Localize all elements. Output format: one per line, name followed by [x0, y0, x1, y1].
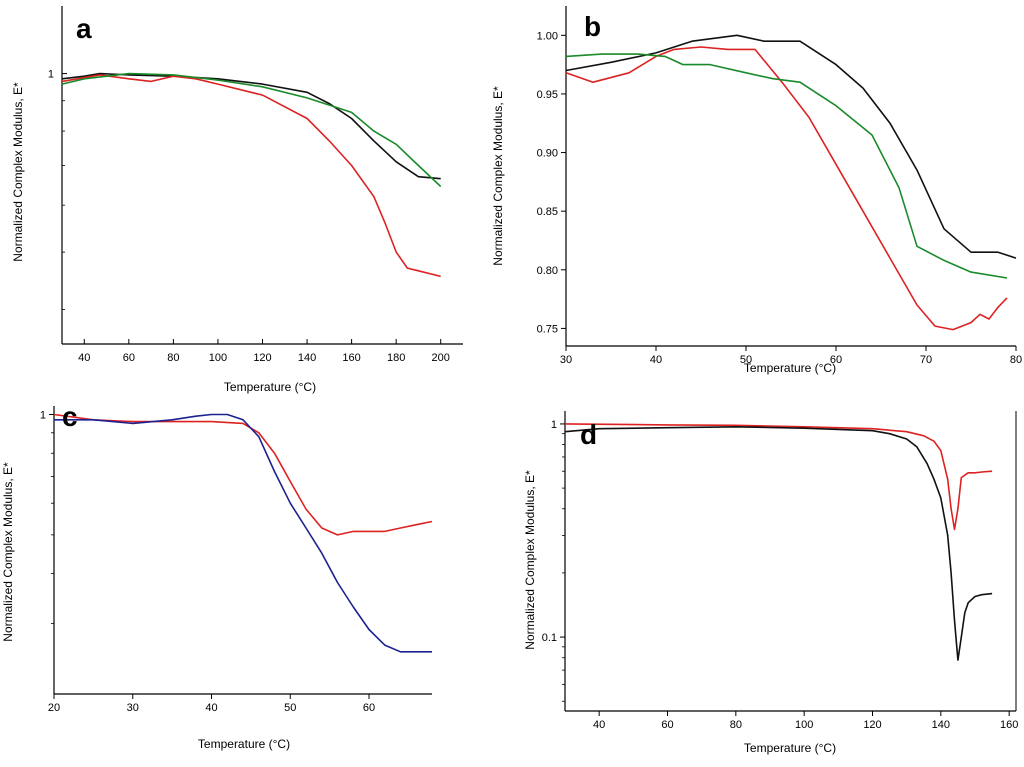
series-line-red	[53, 413, 433, 536]
x-tick-label: 100	[209, 352, 227, 364]
series-line-green	[565, 53, 1008, 279]
x-tick-label: 100	[795, 719, 813, 731]
x-tick-label: 40	[78, 352, 90, 364]
y-axis-label: Normalized Complex Modulus, E*	[491, 86, 505, 266]
y-tick-label: 0.90	[537, 148, 558, 160]
panel-a: 40 60 80 100 120 140 160 180 200 1 Temperature (°C…	[11, 6, 463, 394]
x-tick-label: 50	[284, 702, 296, 714]
x-tick-label: 50	[740, 354, 752, 366]
series-line-black	[61, 72, 441, 180]
x-tick-label: 60	[123, 352, 135, 364]
x-tick-label: 80	[167, 352, 179, 364]
x-tick-label: 30	[560, 354, 572, 366]
x-tick-label: 80	[730, 719, 742, 731]
x-tick-label: 40	[650, 354, 662, 366]
x-tick-label: 60	[661, 719, 673, 731]
x-tick-label: 160	[342, 352, 360, 364]
panel-c: 20 30 40 50 60 1 Temperature (°C) Normalized Co…	[1, 401, 433, 751]
series-line-red	[565, 46, 1008, 331]
y-tick-label: 1	[551, 419, 557, 431]
y-axis-label: Normalized Complex Modulus, E*	[523, 470, 537, 650]
x-axis-label: Temperature (°C)	[198, 737, 290, 751]
series-line-blue	[54, 413, 432, 653]
x-tick-label: 30	[127, 702, 139, 714]
x-tick-label: 140	[298, 352, 316, 364]
x-tick-label: 40	[593, 719, 605, 731]
x-axis-label: Temperature (°C)	[744, 361, 836, 375]
x-tick-label: 140	[932, 719, 950, 731]
panel-b: 30 40 50 60 70 80 0.75 0.80 0.85 0.90 0.95 1.00 Temp…	[491, 6, 1022, 375]
x-tick-label: 80	[1010, 354, 1022, 366]
x-tick-label: 60	[363, 702, 375, 714]
y-tick-label: 0.1	[542, 632, 557, 644]
series-line-green	[61, 72, 442, 188]
y-tick-label: 0.95	[537, 89, 558, 101]
x-tick-label: 160	[1000, 719, 1018, 731]
y-tick-label: 0.80	[537, 265, 558, 277]
series-line-red	[564, 423, 993, 531]
x-tick-label: 60	[830, 354, 842, 366]
x-tick-label: 40	[205, 702, 217, 714]
panel-letter: b	[584, 11, 601, 42]
y-tick-label: 1	[40, 409, 46, 421]
y-tick-label: 0.85	[537, 206, 558, 218]
series-line-black	[565, 34, 1017, 259]
y-tick-label: 1.00	[537, 30, 558, 42]
x-tick-label: 20	[48, 702, 60, 714]
y-axis-label: Normalized Complex Modulus, E*	[11, 82, 25, 262]
x-axis-label: Temperature (°C)	[744, 741, 836, 755]
panel-letter: a	[76, 13, 92, 44]
series-line-red	[61, 74, 441, 278]
x-tick-label: 70	[920, 354, 932, 366]
series-line-black	[564, 425, 993, 661]
y-tick-label: 1	[48, 69, 54, 81]
x-tick-label: 200	[432, 352, 450, 364]
x-tick-label: 180	[387, 352, 405, 364]
panel-d: 40 60 80 100 120 140 160 1 0.1 Temperature (°C) No…	[523, 411, 1018, 755]
x-axis-label: Temperature (°C)	[224, 380, 316, 394]
panel-letter: d	[580, 419, 597, 450]
y-axis-label: Normalized Complex Modulus, E*	[1, 462, 15, 642]
y-tick-label: 0.75	[537, 323, 558, 335]
panel-letter: c	[62, 401, 78, 432]
x-tick-label: 120	[253, 352, 271, 364]
x-tick-label: 120	[863, 719, 881, 731]
